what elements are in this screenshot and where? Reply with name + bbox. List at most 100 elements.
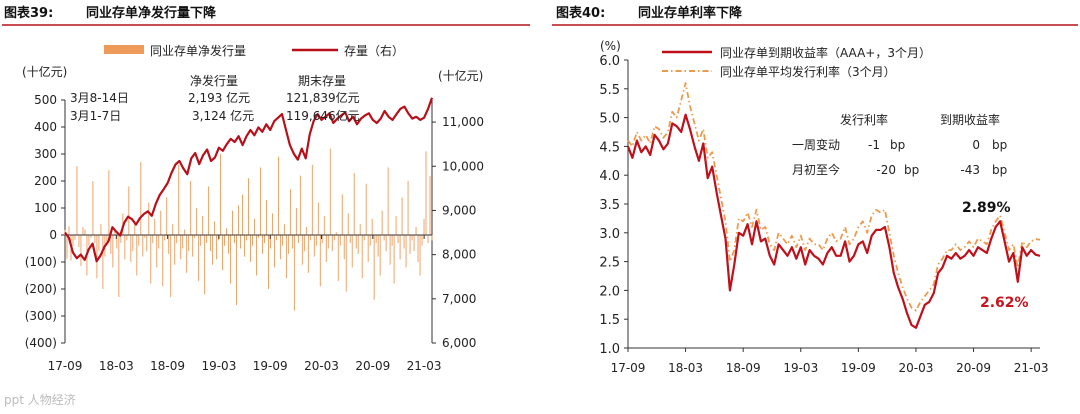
annot2-row2-yield-unit: bp bbox=[992, 163, 1007, 177]
net-issuance-bar bbox=[234, 235, 235, 244]
net-issuance-bar bbox=[415, 226, 417, 235]
x-tick-label: 20-03 bbox=[304, 359, 339, 373]
net-issuance-bar bbox=[264, 235, 265, 244]
x-tick-label: 18-09 bbox=[726, 361, 761, 375]
net-issuance-bar bbox=[232, 210, 233, 235]
net-issuance-bar bbox=[303, 235, 305, 252]
net-issuance-bar bbox=[325, 235, 327, 262]
annot2-row2-issue: -20 bbox=[876, 163, 896, 177]
net-issuance-bar bbox=[377, 235, 379, 257]
net-issuance-bar bbox=[321, 235, 323, 244]
net-issuance-bar bbox=[287, 235, 289, 254]
net-issuance-bar bbox=[367, 235, 369, 262]
annot2-row1-yield: 0 bbox=[972, 138, 980, 152]
left-tick-label: 100 bbox=[34, 201, 57, 215]
net-issuance-bar bbox=[124, 235, 126, 260]
right-tick-label: 11,000 bbox=[442, 115, 484, 129]
net-issuance-bar bbox=[244, 235, 245, 257]
net-issuance-bar bbox=[277, 156, 279, 235]
net-issuance-bar bbox=[202, 216, 204, 235]
net-issuance-bar bbox=[126, 235, 128, 241]
net-issuance-bar bbox=[429, 175, 431, 235]
net-issuance-bar bbox=[74, 235, 76, 240]
net-issuance-bar bbox=[152, 235, 154, 244]
net-issuance-bar bbox=[266, 199, 267, 235]
x-tick-label: 19-03 bbox=[783, 361, 818, 375]
left-tick-label: 200 bbox=[34, 174, 57, 188]
net-issuance-bar bbox=[180, 235, 182, 260]
net-issuance-bar bbox=[248, 178, 249, 235]
left-tick-label: 500 bbox=[34, 93, 57, 107]
net-issuance-bar bbox=[267, 235, 269, 289]
net-issuance-bar bbox=[307, 235, 309, 273]
net-issuance-bar bbox=[90, 235, 92, 238]
net-issuance-bar bbox=[168, 235, 170, 254]
plot-area-right: 6.0 5.5 5.0 4.5 4.0 3.5 3.0 2.5 2.0 1.5 1.0 17-09 18… bbox=[599, 54, 1048, 375]
net-issuance-bar bbox=[214, 221, 216, 235]
y-tick-label: 1.0 bbox=[599, 342, 620, 357]
net-issuance-bar bbox=[246, 235, 247, 241]
right-tick-label: 6,000 bbox=[442, 336, 476, 350]
net-issuance-bar bbox=[136, 235, 138, 276]
net-issuance-bar bbox=[275, 235, 277, 241]
net-issuance-bar bbox=[138, 235, 140, 246]
left-tick-label: 0 bbox=[49, 228, 57, 242]
net-issuance-bar bbox=[174, 235, 176, 265]
net-issuance-bar bbox=[311, 164, 313, 235]
net-issuance-bar bbox=[200, 235, 202, 246]
annot-header-net: 净发行量 bbox=[190, 73, 238, 88]
net-issuance-bar bbox=[186, 235, 188, 273]
net-issuance-bar bbox=[196, 208, 198, 235]
net-issuance-bar bbox=[182, 235, 184, 249]
left-axis-unit: (十亿元) bbox=[22, 64, 67, 79]
annot2-header-issue: 发行利率 bbox=[840, 112, 888, 127]
net-issuance-bar bbox=[313, 235, 315, 257]
plot-area-left: 500 400 300 200 100 0 (100) (200) (300) (400) 11,0… bbox=[25, 93, 484, 373]
net-issuance-bar bbox=[114, 230, 116, 235]
net-issuance-bar bbox=[357, 235, 359, 254]
net-issuance-bar bbox=[291, 235, 293, 249]
net-issuance-bar bbox=[399, 235, 401, 260]
net-issuance-bar bbox=[148, 202, 150, 235]
net-issuance-bar bbox=[128, 186, 130, 235]
net-issuance-bar bbox=[345, 235, 347, 292]
net-issuance-bar bbox=[397, 235, 399, 244]
net-issuance-bar bbox=[188, 235, 190, 252]
net-issuance-bar bbox=[431, 235, 433, 241]
y-tick-label: 3.5 bbox=[599, 198, 620, 213]
net-issuance-bar bbox=[341, 194, 343, 235]
legend-label-stock: 存量（右） bbox=[344, 43, 404, 58]
stock-line bbox=[64, 97, 434, 263]
annot2-row2-yield: -43 bbox=[960, 163, 980, 177]
net-issuance-bar bbox=[309, 235, 311, 241]
annot2-row1-issue: -1 bbox=[868, 138, 880, 152]
x-tick-label: 20-09 bbox=[956, 361, 991, 375]
net-issuance-bar bbox=[369, 235, 371, 246]
x-tick-label: 19-09 bbox=[253, 359, 288, 373]
y-tick-label: 3.0 bbox=[599, 227, 620, 242]
net-issuance-bar bbox=[134, 222, 136, 235]
net-issuance-bar bbox=[184, 229, 186, 235]
annot-row1-label: 3月8-14日 bbox=[70, 91, 129, 105]
net-issuance-bar bbox=[333, 235, 335, 241]
x-tick-label: 18-03 bbox=[668, 361, 703, 375]
net-issuance-bar bbox=[395, 216, 397, 235]
net-issuance-bar bbox=[176, 235, 178, 244]
net-issuance-bar bbox=[427, 235, 429, 244]
net-issuance-bar bbox=[269, 235, 271, 249]
net-issuance-bar bbox=[142, 235, 144, 257]
net-issuance-bar bbox=[112, 235, 114, 268]
net-issuance-bar bbox=[327, 235, 329, 249]
net-issuance-bar bbox=[166, 197, 168, 235]
net-issuance-bar bbox=[373, 235, 375, 300]
net-issuance-bar bbox=[154, 218, 156, 235]
net-issuance-bar bbox=[281, 235, 283, 246]
net-issuance-bar bbox=[389, 235, 391, 265]
annot-row1-stock: 121,839亿元 bbox=[286, 90, 360, 105]
net-issuance-bar bbox=[335, 232, 337, 235]
net-issuance-bar bbox=[258, 235, 259, 238]
y-tick-label: 2.0 bbox=[599, 284, 620, 299]
net-issuance-bar bbox=[256, 235, 257, 276]
annot-row2-stock: 119,646亿元 bbox=[286, 108, 360, 123]
net-issuance-bar bbox=[116, 235, 118, 249]
